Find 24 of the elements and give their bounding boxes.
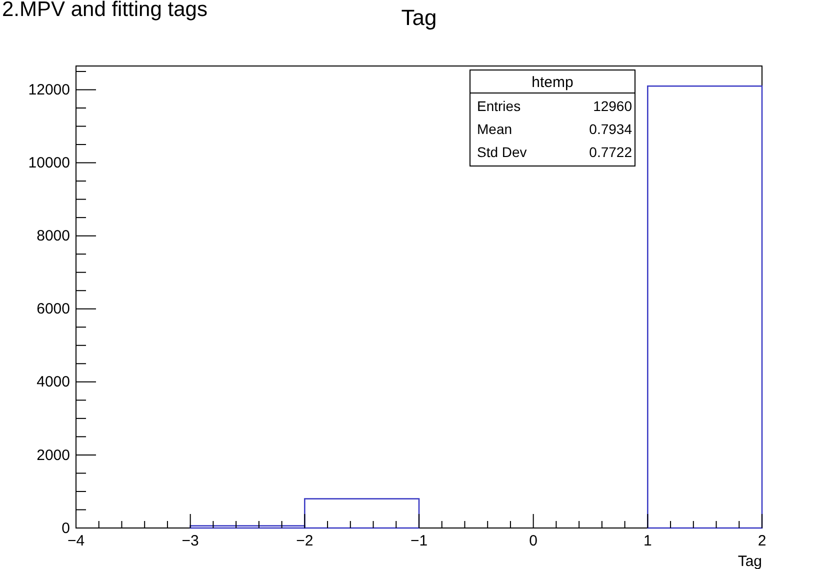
y-tick-label: 4000 [36,374,70,391]
x-tick-label: −4 [67,532,85,550]
annotation: Mean [477,121,512,137]
annotation: 0.7722 [589,144,632,160]
y-tick-label: 12000 [28,82,70,99]
x-tick-label: −2 [296,532,314,550]
annotation: Std Dev [477,144,527,160]
x-tick-label: −1 [410,532,428,550]
y-tick-label: 6000 [36,300,70,318]
chart-title: Tag [401,5,437,30]
x-axis-title: Tag [738,553,762,569]
annotation: 0.7934 [589,121,632,137]
annotation: 12960 [593,98,632,114]
x-tick-label: 1 [643,532,652,550]
y-tick-label: 2000 [36,446,70,464]
x-tick-label: 0 [529,532,538,550]
y-tick-label: 8000 [36,228,70,245]
annotation: Entries [477,98,521,114]
annotation: htemp [532,74,574,91]
x-tick-label: −3 [182,532,199,550]
y-tick-label: 10000 [28,154,70,172]
text: 2.MPV and fitting tags [2,0,208,21]
y-tick-label: 0 [62,520,70,537]
x-tick-label: 2 [758,532,766,550]
